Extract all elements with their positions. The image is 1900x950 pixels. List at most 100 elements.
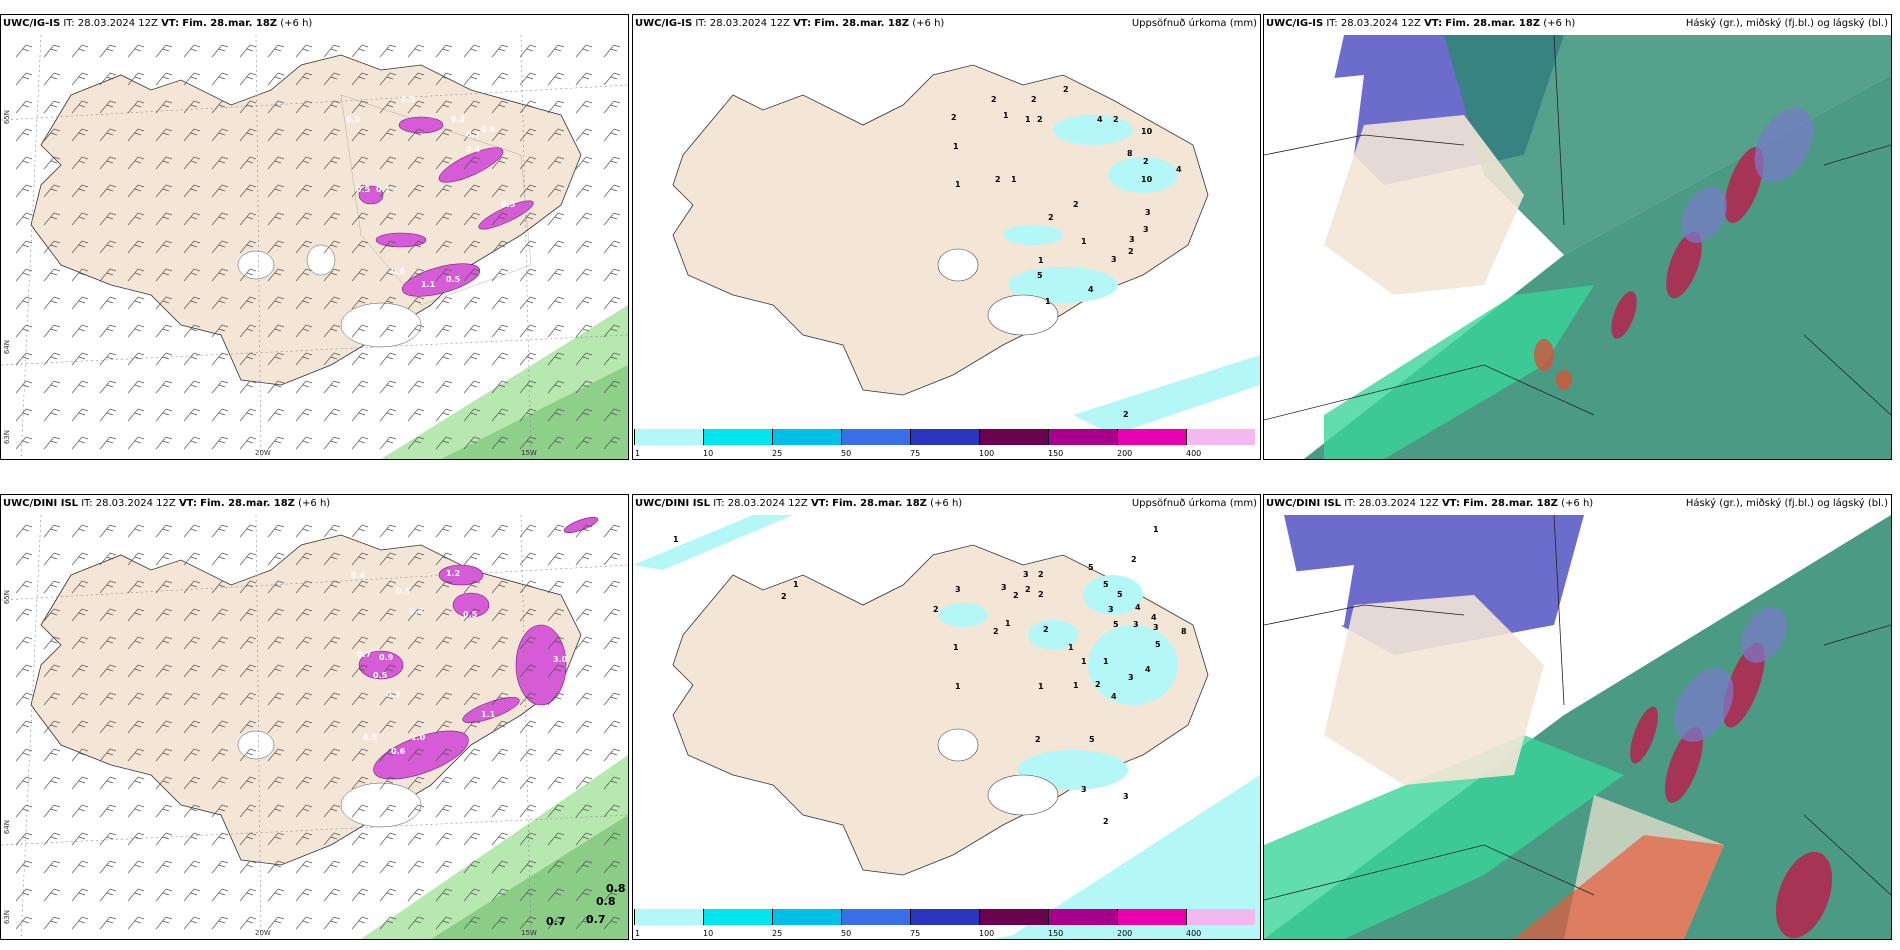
wind-barb [155, 720, 173, 734]
wind-barb [211, 212, 229, 226]
wind-barb [127, 268, 145, 282]
wind-barb [463, 268, 481, 282]
wind-barb [127, 832, 145, 846]
wind-barb [211, 240, 229, 254]
wind-barb [435, 552, 453, 566]
wind-barb [351, 748, 369, 762]
wind-barb [211, 860, 229, 874]
wind-barb [127, 100, 145, 114]
wind-barb [603, 352, 621, 366]
wind-barb [435, 916, 453, 930]
wind-barb [323, 44, 341, 58]
wind-barb [351, 268, 369, 282]
precip-value: 2 [1013, 591, 1019, 600]
wind-barb [295, 184, 313, 198]
colorbar-tick: 400 [1186, 929, 1202, 938]
wind-barb [547, 380, 565, 394]
wind-barb [547, 832, 565, 846]
wind-barb [267, 636, 285, 650]
precip-value: 3 [1153, 623, 1159, 632]
wind-barb [519, 664, 537, 678]
precip-value: 4 [1176, 165, 1182, 174]
wind-barb [603, 916, 621, 930]
precip-value: 2 [1043, 625, 1049, 634]
wind-barb [351, 636, 369, 650]
wind-barb [43, 436, 61, 450]
wind-barb [295, 664, 313, 678]
value-label: 0.5 [401, 95, 416, 104]
colorbar-tick: 1 [635, 449, 641, 458]
wind-barb [351, 128, 369, 142]
wind-barb [491, 804, 509, 818]
value-label: 0.5 [346, 115, 361, 124]
wind-barb [603, 296, 621, 310]
wind-barb [519, 608, 537, 622]
precip-value: 3 [1143, 225, 1149, 234]
wind-barb [71, 552, 89, 566]
wind-barb [575, 524, 593, 538]
wind-barb [547, 44, 565, 58]
wind-barb [547, 776, 565, 790]
wind-barb [15, 860, 33, 874]
wind-barb [547, 664, 565, 678]
value-label: 0.8 [596, 895, 616, 908]
wind-barb [71, 128, 89, 142]
wind-barb [99, 352, 117, 366]
wind-barb [575, 352, 593, 366]
wind-barb [463, 916, 481, 930]
wind-barb [43, 748, 61, 762]
wind-barb [323, 184, 341, 198]
wind-barb [43, 888, 61, 902]
precip-value: 3 [1145, 208, 1151, 217]
wind-barb [211, 324, 229, 338]
wind-barb [519, 580, 537, 594]
wind-barb [211, 720, 229, 734]
precip-map [633, 515, 1260, 939]
wind-barb [239, 156, 257, 170]
wind-barb [379, 916, 397, 930]
wind-barb [127, 636, 145, 650]
wind-barb [323, 72, 341, 86]
wind-barb [351, 380, 369, 394]
wind-barb [575, 552, 593, 566]
wind-barb [379, 408, 397, 422]
wind-barb [127, 380, 145, 394]
wind-barb [155, 860, 173, 874]
wind-barb [295, 776, 313, 790]
wind-barb [575, 72, 593, 86]
wind-barb [99, 692, 117, 706]
wind-barb [351, 436, 369, 450]
wind-barb [295, 240, 313, 254]
wind-barb [547, 212, 565, 226]
precip-value: 4 [1088, 285, 1094, 294]
lat-label: 64N [3, 340, 11, 355]
wind-barb [463, 524, 481, 538]
wind-barb [127, 608, 145, 622]
wind-barb [267, 72, 285, 86]
wind-barb [267, 580, 285, 594]
wind-barb [407, 352, 425, 366]
wind-barb [435, 352, 453, 366]
wind-barb [491, 860, 509, 874]
wind-barb [407, 692, 425, 706]
wind-barb [463, 408, 481, 422]
wind-barb [295, 524, 313, 538]
wind-barb [155, 352, 173, 366]
wind-barb [267, 692, 285, 706]
wind-barb [575, 128, 593, 142]
wind-barb [99, 212, 117, 226]
precip-value: 4 [1111, 692, 1117, 701]
wind-barb [239, 636, 257, 650]
colorbar-swatch [910, 429, 979, 445]
wind-barb [323, 608, 341, 622]
colorbar [634, 429, 1255, 445]
wind-barb [603, 408, 621, 422]
wind-barb [127, 748, 145, 762]
wind-barb [155, 72, 173, 86]
wind-barb [295, 72, 313, 86]
precip-value: 5 [1088, 563, 1094, 572]
wind-barb [43, 692, 61, 706]
precip-value: 1 [1011, 175, 1017, 184]
value-label: 0.5 [396, 587, 411, 596]
wind-barb [351, 804, 369, 818]
